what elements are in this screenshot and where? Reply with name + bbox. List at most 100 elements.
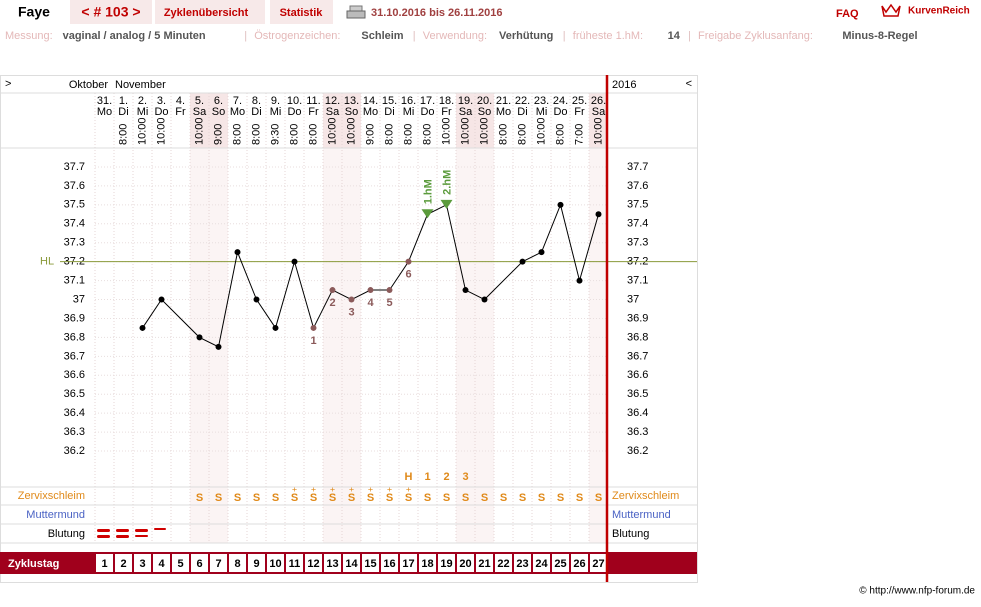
cycle-cell [248, 554, 265, 572]
temperature-point [272, 324, 279, 331]
year: 2016 [612, 79, 636, 91]
weekday: Mo [363, 106, 378, 118]
column-header [437, 93, 456, 148]
weekday: Di [384, 106, 394, 118]
cycle-day: 27 [592, 558, 604, 570]
print-icon[interactable] [346, 5, 366, 19]
weekday: Mo [97, 106, 112, 118]
cycle-cell [229, 554, 246, 572]
tab[interactable]: Zyklenübersicht [164, 7, 249, 19]
column-header [133, 93, 152, 148]
cycle-cell [324, 554, 341, 572]
time: 8:00 [402, 124, 414, 145]
cycle-day: 16 [383, 558, 395, 570]
y-tick-label: 36.8 [64, 331, 85, 343]
cycle-day: 24 [535, 558, 548, 570]
mucus: S [576, 492, 583, 504]
time: 10:00 [478, 117, 490, 145]
temperature-point [557, 201, 564, 208]
column-header [171, 93, 190, 148]
point-label: 5 [386, 297, 392, 309]
time: 8:00 [250, 124, 262, 145]
weekday: Mi [403, 106, 415, 118]
cycle-label: Zyklustag [8, 558, 59, 570]
y-tick-label: 36.6 [627, 369, 648, 381]
date: 25. [572, 95, 587, 107]
cycle-cell [533, 554, 550, 572]
date: 2. [138, 95, 147, 107]
cycle-day: 4 [158, 558, 165, 570]
weekday: Fr [175, 106, 186, 118]
column-header [285, 93, 304, 148]
y-tick-label: 36.4 [627, 407, 648, 419]
column-header [513, 93, 532, 148]
mucus: S [291, 492, 298, 504]
y-tick-label: 37 [73, 293, 85, 305]
mucus-plus: + [311, 484, 316, 494]
time: 8:00 [288, 124, 300, 145]
time: 8:00 [421, 124, 433, 145]
cycle-cell [571, 554, 588, 572]
time: 10:00 [535, 117, 547, 145]
cycle-cell [267, 554, 284, 572]
date: 1. [119, 95, 128, 107]
temperature-point [519, 258, 526, 265]
column-header [152, 93, 171, 148]
time: 9:00 [212, 124, 224, 145]
mucus-plus: + [406, 484, 411, 494]
date: 10. [287, 95, 302, 107]
date: 4. [176, 95, 185, 107]
temperature-point [329, 287, 336, 294]
date: 18. [439, 95, 454, 107]
temperature-point [386, 287, 393, 294]
bleeding-marks [97, 528, 166, 538]
row-label: Blutung [612, 528, 649, 540]
weekday: Mi [137, 106, 149, 118]
temperature-point [481, 296, 488, 303]
y-tick-label: 37.5 [64, 199, 85, 211]
cycle-nav[interactable]: < # 103 > [81, 4, 140, 20]
weekday: Do [420, 106, 434, 118]
mucus: S [462, 492, 469, 504]
separator-bar: | [413, 30, 416, 42]
column-header [551, 93, 570, 148]
column-header [494, 93, 513, 148]
weekday: So [478, 106, 491, 118]
row-label: Zervixschleim [612, 490, 679, 502]
date: 15. [382, 95, 397, 107]
column-header [266, 93, 285, 148]
cycle-cell [134, 554, 151, 572]
mucus: S [196, 492, 203, 504]
cycle-cell [476, 554, 493, 572]
column-header [475, 93, 494, 148]
mucus: S [405, 492, 412, 504]
row-label: Muttermund [612, 509, 671, 521]
faq-link[interactable]: FAQ [836, 8, 859, 20]
cycle-cell [495, 554, 512, 572]
column-header [114, 93, 133, 148]
point-label: 4 [367, 297, 374, 309]
y-tick-label: 36.2 [64, 445, 85, 457]
weekday: Fr [308, 106, 319, 118]
brand[interactable]: KurvenReich [908, 6, 970, 17]
weekday: Fr [441, 106, 452, 118]
column-header [361, 93, 380, 148]
cycle-cell [343, 554, 360, 572]
cycle-cell [362, 554, 379, 572]
footer: © http://www.nfp-forum.de [859, 586, 975, 597]
mucus: S [443, 492, 450, 504]
cycle-day: 13 [326, 558, 338, 570]
weekday: Di [118, 106, 128, 118]
cycle-day: 5 [177, 558, 183, 570]
column-header [399, 93, 418, 148]
mucus: S [424, 492, 431, 504]
y-tick-label: 37 [627, 293, 639, 305]
weekday: Sa [459, 106, 473, 118]
temperature-point [576, 277, 583, 284]
cycle-day: 22 [497, 558, 509, 570]
tab[interactable]: Statistik [280, 7, 324, 19]
info-value: vaginal / analog / 5 Minuten [63, 30, 206, 42]
date: 8. [252, 95, 261, 107]
temperature-point [595, 211, 602, 218]
